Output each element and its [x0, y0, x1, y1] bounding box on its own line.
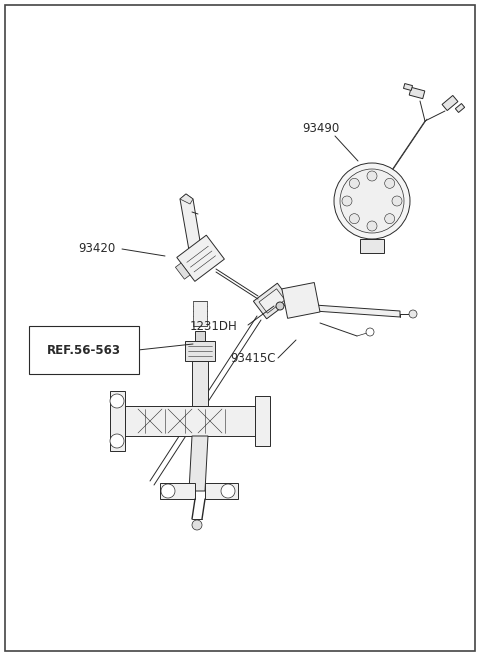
Text: 93420: 93420: [78, 241, 115, 255]
Circle shape: [349, 214, 360, 224]
Polygon shape: [189, 436, 208, 491]
Polygon shape: [177, 235, 224, 281]
Polygon shape: [286, 303, 400, 317]
Polygon shape: [282, 283, 320, 318]
Polygon shape: [110, 391, 125, 451]
Text: REF.56-563: REF.56-563: [47, 344, 121, 356]
Polygon shape: [125, 406, 255, 436]
Polygon shape: [160, 483, 195, 499]
Circle shape: [349, 178, 360, 188]
Circle shape: [334, 163, 410, 239]
Circle shape: [342, 196, 352, 206]
Polygon shape: [192, 361, 208, 406]
Circle shape: [192, 520, 202, 530]
Text: 1231DH: 1231DH: [190, 319, 238, 333]
Polygon shape: [360, 239, 384, 253]
Polygon shape: [185, 341, 215, 361]
Circle shape: [340, 169, 404, 233]
Circle shape: [367, 221, 377, 231]
Circle shape: [110, 394, 124, 408]
Polygon shape: [404, 83, 412, 91]
Circle shape: [110, 434, 124, 448]
Polygon shape: [180, 194, 193, 204]
Circle shape: [367, 171, 377, 181]
Polygon shape: [195, 331, 205, 341]
Polygon shape: [180, 194, 203, 259]
Polygon shape: [259, 289, 285, 313]
Circle shape: [384, 178, 395, 188]
Text: 93490: 93490: [302, 121, 339, 134]
Polygon shape: [253, 283, 290, 319]
Circle shape: [366, 328, 374, 336]
Polygon shape: [205, 483, 238, 499]
Circle shape: [384, 214, 395, 224]
Circle shape: [161, 484, 175, 498]
Polygon shape: [442, 95, 458, 111]
Polygon shape: [193, 301, 207, 326]
Polygon shape: [255, 396, 270, 446]
Polygon shape: [456, 104, 465, 112]
Text: 93415C: 93415C: [230, 352, 276, 365]
Polygon shape: [409, 87, 425, 98]
Circle shape: [221, 484, 235, 498]
Polygon shape: [175, 263, 190, 279]
Circle shape: [276, 302, 284, 310]
Circle shape: [409, 310, 417, 318]
Circle shape: [392, 196, 402, 206]
